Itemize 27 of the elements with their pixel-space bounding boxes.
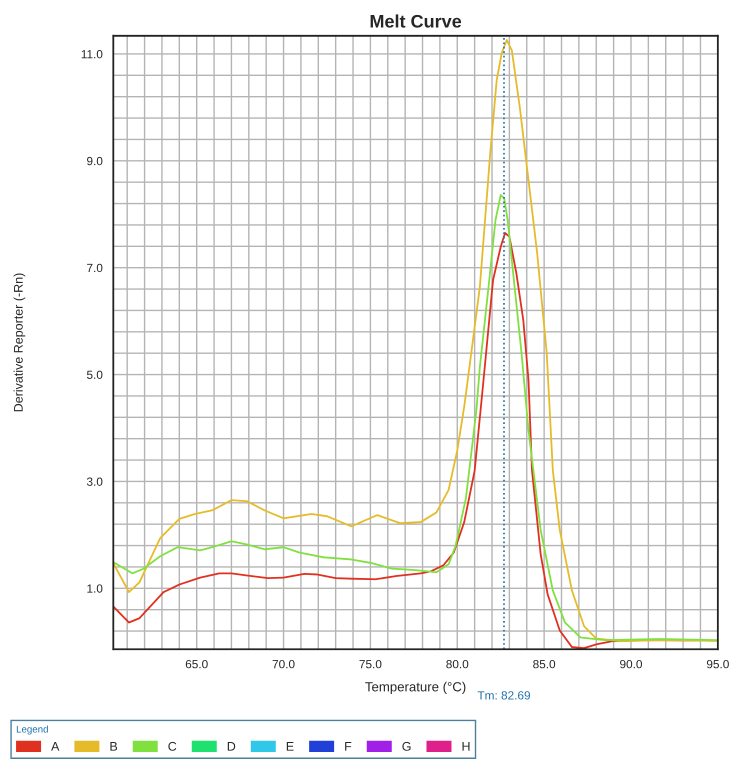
- y-tick-label: 7.0: [87, 264, 102, 272]
- legend-label: E: [286, 742, 294, 751]
- x-axis-title: Temperature (°C): [365, 682, 466, 694]
- legend-title: Legend: [16, 725, 48, 735]
- x-tick-label: 70.0: [272, 660, 295, 668]
- x-tick-label: 80.0: [446, 660, 468, 668]
- y-tick-label: 3.0: [86, 477, 102, 486]
- chart-title: Melt Curve: [370, 14, 462, 28]
- y-tick-label: 11.0: [82, 50, 102, 58]
- y-tick-label: 9.0: [87, 156, 102, 166]
- legend-label: F: [345, 742, 352, 751]
- legend-label: B: [110, 742, 118, 751]
- legend-label: D: [228, 742, 236, 751]
- y-tick-label: 1.0: [87, 584, 102, 593]
- x-tick-label: 85.0: [533, 660, 556, 668]
- legend-label: G: [402, 742, 411, 751]
- y-tick-label: 5.0: [86, 370, 102, 379]
- legend-label: H: [462, 742, 470, 751]
- x-tick-label: 75.0: [360, 660, 382, 668]
- x-tick-label: 65.0: [186, 660, 208, 668]
- x-tick-label: 95.0: [706, 660, 729, 668]
- line-series: [113, 39, 718, 642]
- legend-label: A: [51, 742, 60, 751]
- y-axis-title: Derivative Reporter (-Rn): [14, 273, 26, 412]
- x-tick-label: 90.0: [620, 660, 642, 668]
- ref-line-label: Tm: 82.69: [478, 691, 530, 700]
- legend-label: C: [168, 742, 176, 751]
